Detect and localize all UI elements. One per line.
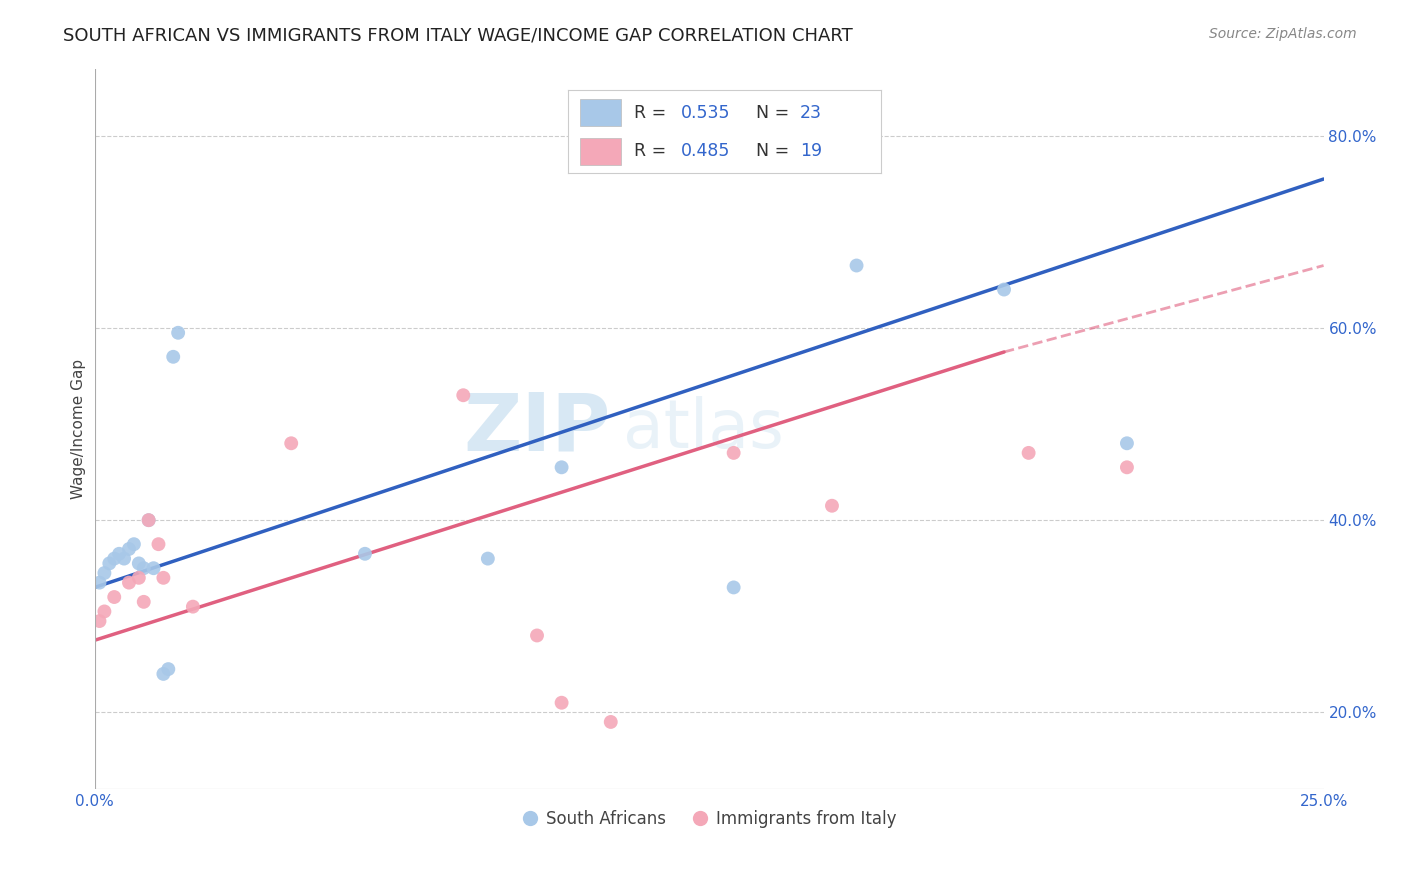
Text: atlas: atlas (623, 396, 785, 462)
Point (132, 595, 155, 609)
Point (181, 599, 204, 614)
Point (93, 604, 115, 618)
Point (1116, 436, 1139, 450)
Point (89, 614, 111, 628)
Point (142, 561, 165, 575)
Text: Source: ZipAtlas.com: Source: ZipAtlas.com (1209, 27, 1357, 41)
Point (118, 541, 141, 556)
Point (122, 537, 145, 551)
Point (152, 571, 174, 585)
Point (723, 581, 745, 595)
Point (128, 557, 150, 571)
Point (723, 446, 745, 460)
Point (162, 350, 184, 364)
Point (152, 667, 174, 681)
Point (93, 566, 115, 580)
Point (103, 590, 125, 604)
Point (157, 662, 180, 676)
Point (1116, 460, 1139, 475)
Point (550, 696, 572, 710)
Point (138, 513, 160, 527)
Point (526, 628, 548, 642)
Point (599, 714, 621, 729)
Point (550, 460, 572, 475)
Point (89, 575, 111, 590)
Point (354, 547, 377, 561)
Point (98, 557, 121, 571)
Point (477, 551, 499, 566)
Point (1018, 446, 1040, 460)
Text: SOUTH AFRICAN VS IMMIGRANTS FROM ITALY WAGE/INCOME GAP CORRELATION CHART: SOUTH AFRICAN VS IMMIGRANTS FROM ITALY W… (63, 27, 853, 45)
Point (821, 499, 844, 513)
Text: ZIP: ZIP (464, 390, 610, 468)
Point (132, 561, 155, 575)
Legend: South Africans, Immigrants from Italy: South Africans, Immigrants from Italy (515, 804, 904, 835)
Point (128, 571, 150, 585)
Point (138, 513, 160, 527)
Point (108, 547, 131, 561)
Point (167, 326, 190, 340)
Point (118, 575, 141, 590)
Point (993, 283, 1015, 297)
Point (112, 551, 135, 566)
Point (845, 259, 868, 273)
Point (103, 551, 125, 566)
Point (280, 436, 302, 450)
Y-axis label: Wage/Income Gap: Wage/Income Gap (72, 359, 86, 499)
Point (451, 388, 474, 402)
Point (148, 537, 170, 551)
